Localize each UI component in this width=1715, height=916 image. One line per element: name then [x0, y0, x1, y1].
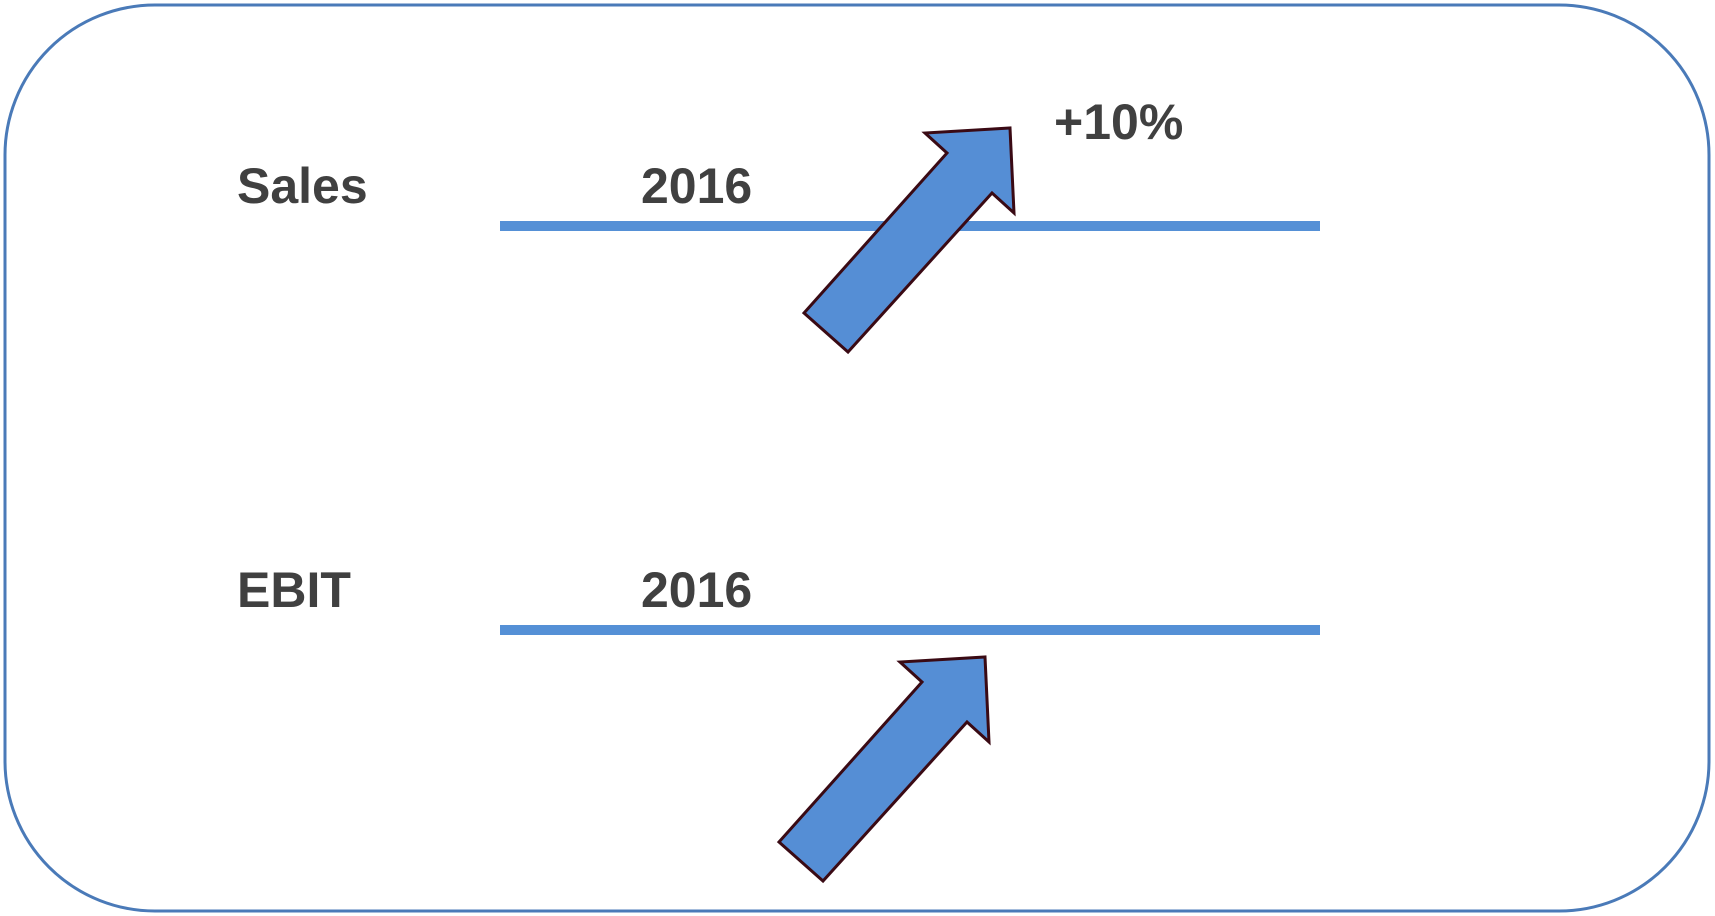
ebit-line	[500, 625, 1320, 635]
ebit-year: 2016	[641, 562, 752, 618]
ebit-row: EBIT 2016	[237, 562, 1320, 884]
sales-up-arrow-icon	[801, 126, 1016, 355]
ebit-up-arrow-icon	[776, 655, 991, 884]
sales-year: 2016	[641, 158, 752, 214]
ebit-label: EBIT	[237, 562, 351, 618]
sales-row: Sales 2016 +10%	[237, 94, 1320, 355]
sales-change: +10%	[1054, 94, 1183, 150]
sales-label: Sales	[237, 158, 368, 214]
rounded-frame	[3, 3, 1711, 913]
